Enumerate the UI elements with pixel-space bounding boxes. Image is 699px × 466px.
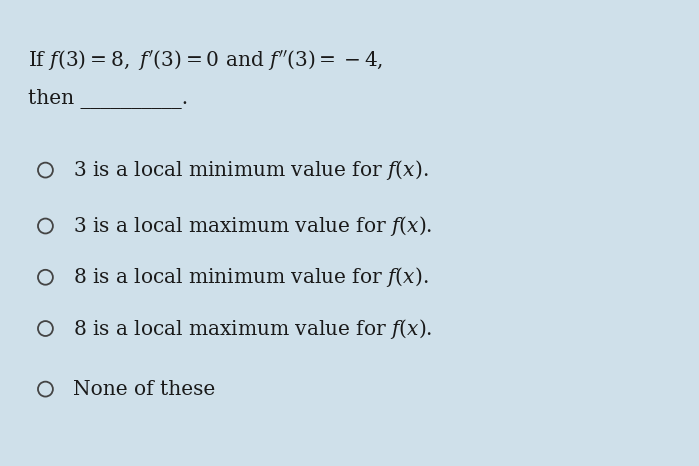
Text: 8 is a local maximum value for $f(x)$.: 8 is a local maximum value for $f(x)$.	[73, 316, 433, 341]
Text: None of these: None of these	[73, 380, 216, 398]
Text: 3 is a local maximum value for $f(x)$.: 3 is a local maximum value for $f(x)$.	[73, 214, 433, 238]
Text: 3 is a local minimum value for $f(x)$.: 3 is a local minimum value for $f(x)$.	[73, 158, 429, 182]
Text: If $f(3) = 8,\ f'(3) = 0$ and $f''(3) = -4,$: If $f(3) = 8,\ f'(3) = 0$ and $f''(3) = …	[28, 49, 383, 73]
Text: 8 is a local minimum value for $f(x)$.: 8 is a local minimum value for $f(x)$.	[73, 265, 429, 289]
Text: then __________.: then __________.	[28, 89, 188, 109]
